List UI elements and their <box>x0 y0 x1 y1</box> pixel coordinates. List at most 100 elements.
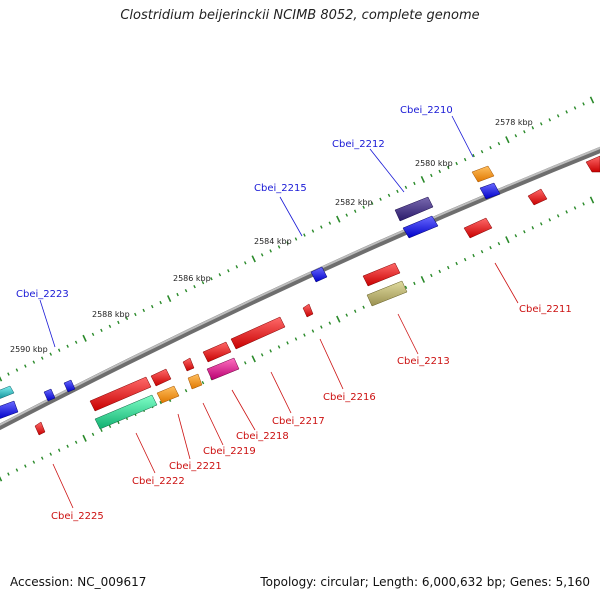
gene-feature[interactable] <box>527 188 548 206</box>
scale-tick <box>446 265 450 270</box>
gene-label[interactable]: Cbei_2217 <box>272 416 325 427</box>
scale-tick <box>74 340 78 344</box>
gene-feature[interactable] <box>585 155 600 173</box>
scale-tick <box>539 222 543 226</box>
scale-label: 2586 kbp <box>173 274 211 283</box>
gene-feature[interactable] <box>202 341 232 363</box>
gene-label[interactable]: Cbei_2212 <box>332 139 385 150</box>
scale-tick <box>328 221 332 225</box>
gene-feature[interactable] <box>0 385 15 399</box>
scale-tick <box>218 273 222 277</box>
scale-tick <box>243 261 247 265</box>
gene-label[interactable]: Cbei_2218 <box>236 431 289 442</box>
scale-tick <box>201 280 205 285</box>
gene-feature[interactable] <box>310 266 328 283</box>
gene-feature[interactable] <box>182 357 195 372</box>
scale-tick <box>57 348 61 352</box>
scale-tick <box>108 424 112 429</box>
gene-feature[interactable] <box>89 376 152 412</box>
scale-tick <box>420 275 426 283</box>
scale-tick <box>480 149 484 154</box>
scale-tick <box>303 233 306 237</box>
gene-label[interactable]: Cbei_2210 <box>400 105 453 116</box>
gene-label[interactable]: Cbei_2222 <box>132 476 185 487</box>
scale-tick <box>336 315 341 323</box>
scale-tick <box>455 161 458 166</box>
scale-tick <box>286 341 289 345</box>
scale-tick <box>7 372 10 376</box>
scale-tick <box>260 353 264 357</box>
scale-tick <box>430 173 433 178</box>
scale-tick <box>32 460 36 464</box>
scale-tick <box>531 226 535 230</box>
scale-tick <box>404 285 408 290</box>
scale-tick <box>100 328 103 333</box>
gene-feature[interactable] <box>43 388 56 402</box>
scale-tick <box>472 153 475 158</box>
gene-feature[interactable] <box>302 303 314 318</box>
scale-ticks-outer <box>0 96 595 382</box>
scale-tick <box>91 432 95 437</box>
gene-feature[interactable] <box>150 368 172 387</box>
scale-tick <box>523 230 526 234</box>
gene-feature[interactable] <box>362 262 401 287</box>
gene-feature[interactable] <box>63 379 76 393</box>
gene-label[interactable]: Cbei_2225 <box>51 511 104 522</box>
scale-tick <box>565 110 568 114</box>
scale-tick <box>446 165 450 170</box>
gene-label[interactable]: Cbei_2215 <box>254 183 307 194</box>
scale-tick <box>15 368 19 372</box>
scale-tick <box>184 288 188 293</box>
scale-tick <box>260 253 264 257</box>
scale-tick <box>353 209 357 213</box>
gene-feature[interactable] <box>479 182 501 200</box>
gene-feature[interactable] <box>94 394 158 430</box>
scale-tick <box>57 448 61 452</box>
gene-feature[interactable] <box>156 385 180 404</box>
scale-tick <box>336 215 341 223</box>
gene-feature[interactable] <box>471 165 495 183</box>
scale-tick <box>362 305 365 309</box>
gene-label[interactable]: Cbei_2213 <box>397 356 450 367</box>
gene-feature[interactable] <box>402 215 439 239</box>
gene-feature[interactable] <box>187 373 203 390</box>
scale-tick <box>548 118 552 122</box>
gene-label[interactable]: Cbei_2216 <box>323 392 376 403</box>
gene-feature[interactable] <box>463 217 493 239</box>
scale-tick <box>82 434 87 442</box>
gene-label[interactable]: Cbei_2223 <box>16 289 69 300</box>
scale-tick <box>489 245 492 250</box>
scale-tick <box>514 234 518 238</box>
scale-tick <box>345 213 349 217</box>
scale-tick <box>159 400 162 405</box>
scale-tick <box>589 96 595 104</box>
backbone <box>0 146 600 431</box>
scale-label: 2590 kbp <box>10 345 48 354</box>
scale-tick <box>514 134 518 138</box>
scale-tick <box>362 205 365 209</box>
scale-tick <box>184 388 188 393</box>
gene-label[interactable]: Cbei_2211 <box>519 304 572 315</box>
scale-tick <box>480 249 484 254</box>
gene-feature[interactable] <box>34 421 46 436</box>
scale-tick <box>176 292 179 297</box>
gene-feature[interactable] <box>206 357 240 381</box>
map-title: Clostridium beijerinckii NCIMB 8052, com… <box>120 8 480 23</box>
scale-tick <box>523 130 526 134</box>
gene-feature[interactable] <box>394 196 434 222</box>
scale-tick <box>438 269 442 274</box>
forward-gene-labels: Cbei_2210 Cbei_2212 Cbei_2215 Cbei_2223 <box>16 105 453 300</box>
gene-feature[interactable] <box>366 280 408 307</box>
scale-tick <box>235 265 239 269</box>
scale-tick <box>159 300 162 305</box>
scale-tick <box>463 257 467 262</box>
scale-tick <box>455 261 458 266</box>
gene-feature[interactable] <box>230 316 286 350</box>
scale-tick <box>150 304 154 309</box>
scale-tick <box>320 225 323 229</box>
gene-label[interactable]: Cbei_2219 <box>203 446 256 457</box>
scale-tick <box>0 376 3 382</box>
gene-feature[interactable] <box>0 400 19 419</box>
gene-label[interactable]: Cbei_2221 <box>169 461 222 472</box>
